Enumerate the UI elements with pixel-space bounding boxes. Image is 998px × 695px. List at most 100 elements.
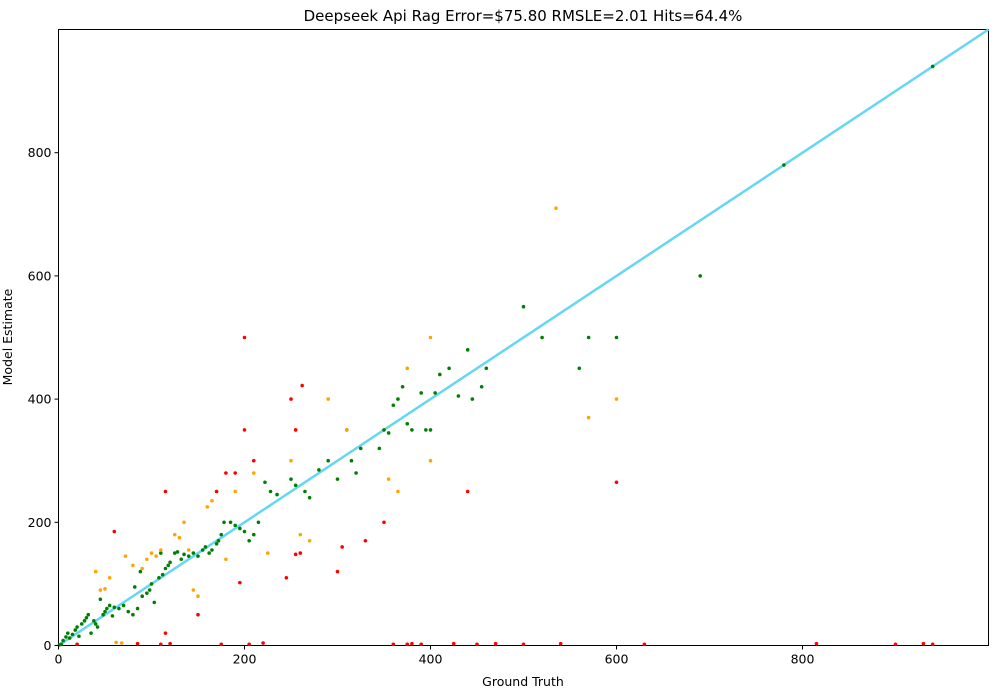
data-point [210, 548, 214, 552]
data-point [84, 615, 89, 620]
data-point [300, 383, 304, 388]
data-point [163, 489, 168, 494]
data-point [242, 529, 247, 534]
data-point [89, 631, 93, 635]
data-point [152, 600, 157, 605]
data-point [586, 415, 591, 420]
data-point [386, 431, 391, 435]
data-point [168, 641, 172, 646]
x-tick-label: 0 [55, 652, 63, 667]
data-point [131, 563, 135, 568]
data-point [166, 563, 171, 568]
x-tick-label: 200 [233, 652, 257, 667]
data-point [484, 366, 489, 371]
data-point [265, 551, 270, 555]
data-point [67, 636, 72, 640]
data-point [159, 642, 163, 647]
data-point [419, 391, 424, 395]
data-point [103, 609, 107, 614]
data-point [98, 597, 103, 602]
data-point [98, 588, 103, 592]
data-point [93, 569, 98, 574]
data-point [400, 384, 405, 389]
data-point [135, 641, 140, 646]
data-point [140, 566, 144, 571]
data-point [64, 635, 68, 639]
data-point [196, 612, 200, 617]
data-point [123, 554, 128, 558]
data-point [428, 458, 433, 463]
data-point [335, 569, 340, 574]
data-point [475, 642, 479, 647]
data-point [586, 335, 591, 340]
data-point [396, 489, 400, 494]
data-point [358, 446, 363, 451]
data-point [175, 550, 180, 554]
data-point [70, 632, 75, 637]
data-point [107, 575, 112, 580]
data-point [219, 642, 224, 647]
data-point [263, 480, 267, 485]
data-point [698, 274, 702, 278]
data-point [224, 557, 228, 562]
data-point [207, 551, 211, 555]
reference-line [57, 28, 990, 647]
data-point [307, 538, 312, 543]
data-point [782, 163, 786, 167]
data-point [335, 477, 340, 481]
data-point [224, 471, 228, 475]
data-point [95, 625, 100, 629]
data-point [405, 642, 410, 647]
data-point [66, 631, 70, 635]
data-point [340, 545, 344, 549]
x-tick-label: 800 [791, 652, 815, 667]
data-point [303, 489, 307, 494]
data-point [149, 551, 154, 555]
data-point [214, 489, 219, 494]
data-point [75, 642, 79, 647]
data-point [345, 428, 349, 432]
data-point [110, 614, 115, 618]
data-point [154, 554, 158, 558]
data-point [157, 575, 161, 580]
data-point [159, 551, 163, 555]
data-point [363, 538, 368, 543]
data-point [642, 642, 647, 647]
data-point [893, 642, 898, 647]
data-point [112, 605, 117, 610]
x-tick-label: 400 [419, 652, 443, 667]
data-point [289, 397, 293, 401]
data-point [135, 606, 140, 611]
data-point [132, 585, 137, 589]
data-point [145, 557, 149, 562]
data-point [172, 532, 177, 537]
data-point [61, 638, 65, 643]
data-point [214, 542, 219, 546]
data-point [77, 634, 81, 639]
data-point [252, 458, 256, 463]
data-point [298, 551, 303, 555]
data-point [86, 612, 91, 617]
data-point [159, 548, 163, 552]
data-point [293, 428, 298, 432]
data-point [465, 348, 470, 352]
data-point [126, 609, 131, 614]
data-point [377, 446, 382, 451]
data-point [247, 538, 251, 543]
data-point [92, 619, 96, 623]
data-point [256, 520, 261, 525]
data-point [238, 580, 242, 585]
data-point [410, 641, 414, 646]
data-point [73, 628, 78, 632]
data-point [247, 642, 251, 647]
data-point [238, 526, 242, 531]
data-point [219, 532, 224, 537]
data-point [205, 505, 210, 509]
data-point [479, 384, 484, 389]
data-point [131, 612, 135, 617]
data-point [930, 642, 935, 647]
data-point [182, 520, 186, 525]
y-tick-label: 200 [28, 515, 52, 530]
data-point [410, 428, 414, 432]
